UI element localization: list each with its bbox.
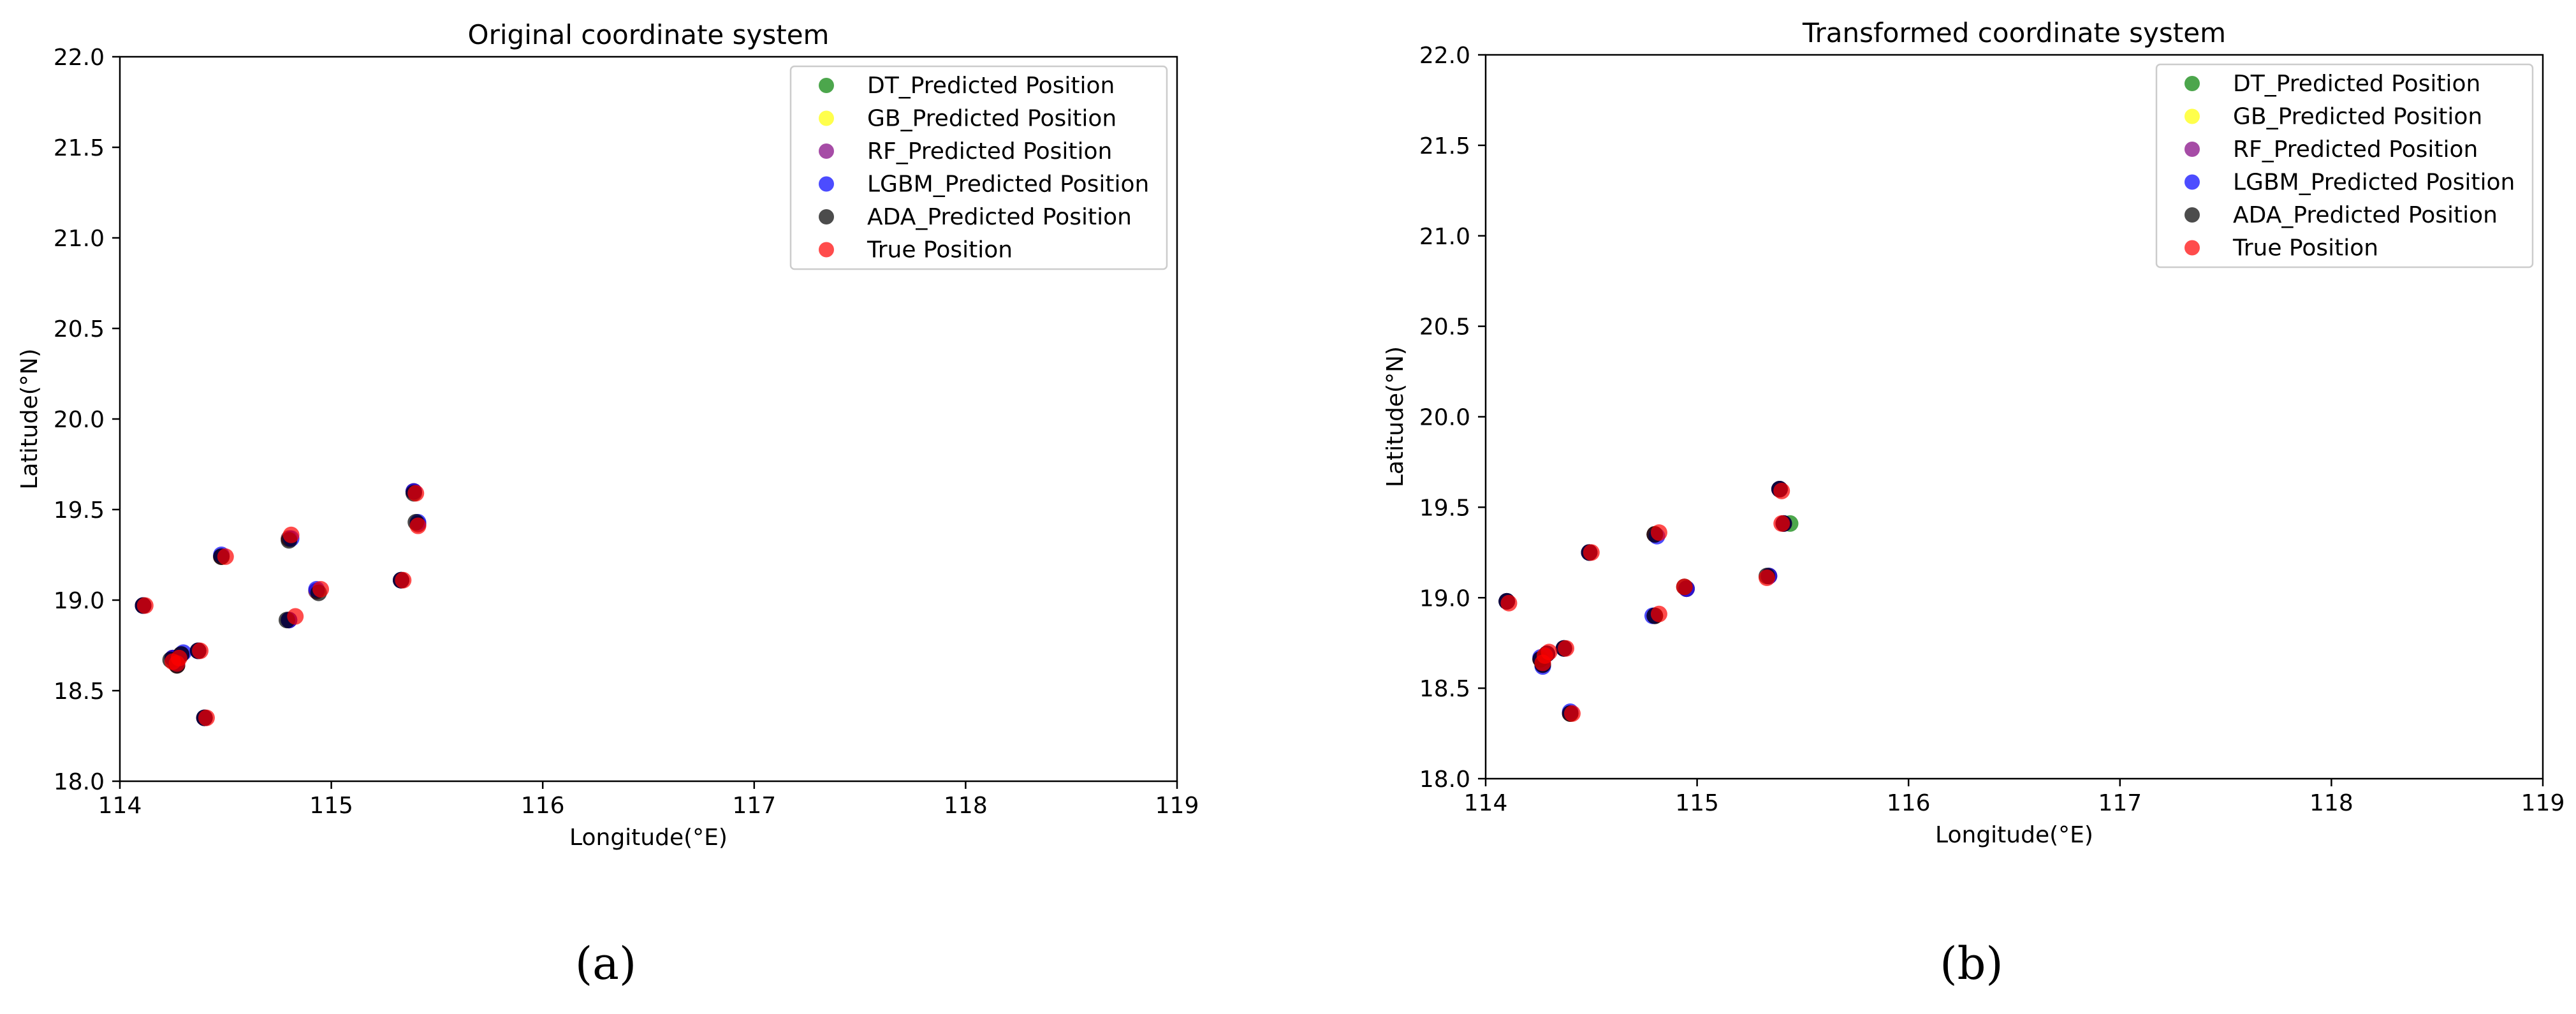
y-tick-label: 22.0 xyxy=(1419,43,1470,69)
legend-label: DT_Predicted Position xyxy=(867,73,1115,99)
chart-panel-0: 114 115 116 117 118 119 18.0 18.5 19.0 19.5 20.0 20… xyxy=(17,19,1199,990)
data-point-series-5 xyxy=(1773,482,1790,499)
data-point-series-5 xyxy=(1583,544,1600,561)
data-point-series-5 xyxy=(1650,605,1667,622)
legend-label: GB_Predicted Position xyxy=(867,106,1116,132)
legend-label: RF_Predicted Position xyxy=(2233,136,2478,163)
legend-label: True Position xyxy=(867,237,1013,263)
x-tick-label: 114 xyxy=(98,793,142,819)
x-tick-label: 118 xyxy=(2309,790,2353,816)
x-tick-label: 115 xyxy=(309,793,353,819)
legend-label: RF_Predicted Position xyxy=(867,138,1112,165)
y-tick-label: 19.0 xyxy=(54,588,105,614)
data-point-series-5 xyxy=(1500,594,1518,612)
y-tick-label: 20.5 xyxy=(54,316,105,342)
y-tick-label: 18.5 xyxy=(54,679,105,705)
data-point-series-5 xyxy=(282,526,300,543)
x-tick-label: 116 xyxy=(1887,790,1931,816)
data-point-series-5 xyxy=(198,709,215,726)
data-point-series-5 xyxy=(1534,654,1551,672)
data-points xyxy=(1498,481,1799,722)
legend-marker xyxy=(819,209,834,224)
data-point-series-5 xyxy=(1650,524,1667,541)
chart-title: Original coordinate system xyxy=(468,19,830,50)
x-tick-label: 117 xyxy=(732,793,776,819)
y-axis-title: Latitude(°N) xyxy=(1382,346,1409,487)
panel-caption: (a) xyxy=(575,937,636,990)
y-tick-label: 21.0 xyxy=(1419,224,1470,250)
y-tick-label: 18.0 xyxy=(54,769,105,795)
panel-caption: (b) xyxy=(1940,937,2003,990)
data-point-series-5 xyxy=(1773,515,1790,532)
data-point-series-5 xyxy=(192,642,209,659)
y-tick-label: 21.5 xyxy=(54,135,105,161)
x-axis-title: Longitude(°E) xyxy=(569,825,728,851)
x-tick-label: 114 xyxy=(1464,790,1508,816)
y-tick-label: 21.5 xyxy=(1419,133,1470,159)
legend-label: LGBM_Predicted Position xyxy=(2233,170,2515,196)
y-tick-label: 19.0 xyxy=(1419,585,1470,612)
legend-marker xyxy=(819,110,834,126)
legend-marker xyxy=(2184,240,2200,256)
legend-marker xyxy=(819,78,834,93)
y-tick-label: 18.0 xyxy=(1419,767,1470,793)
data-point-series-5 xyxy=(287,608,304,625)
data-points xyxy=(135,483,427,726)
x-axis-title: Longitude(°E) xyxy=(1935,822,2093,848)
legend-marker xyxy=(2184,207,2200,223)
legend-marker xyxy=(2184,174,2200,190)
x-tick-label: 115 xyxy=(1675,790,1719,816)
y-tick-label: 22.0 xyxy=(54,45,105,71)
y-tick-label: 20.0 xyxy=(54,407,105,433)
y-tick-label: 19.5 xyxy=(1419,495,1470,521)
x-tick-label: 117 xyxy=(2098,790,2142,816)
legend-marker xyxy=(2184,108,2200,124)
legend: DT_Predicted Position GB_Predicted Positi… xyxy=(789,65,1168,270)
data-point-series-5 xyxy=(395,571,412,589)
legend-label: LGBM_Predicted Position xyxy=(867,172,1149,198)
data-point-series-5 xyxy=(1676,578,1693,596)
data-point-series-5 xyxy=(164,653,181,670)
legend-box xyxy=(2155,63,2534,268)
legend-label: ADA_Predicted Position xyxy=(867,204,1132,230)
chart-panel-1: 114 115 116 117 118 119 18.0 18.5 19.0 19.5 20.0 20… xyxy=(1382,17,2565,990)
legend-marker xyxy=(819,143,834,159)
legend-label: True Position xyxy=(2232,235,2378,261)
x-tick-label: 116 xyxy=(521,793,565,819)
data-point-series-5 xyxy=(1563,705,1581,722)
data-point-series-5 xyxy=(312,580,330,598)
legend-label: DT_Predicted Position xyxy=(2233,71,2480,97)
chart-title: Transformed coordinate system xyxy=(1802,17,2226,48)
x-tick-label: 119 xyxy=(1155,793,1199,819)
y-tick-label: 20.0 xyxy=(1419,405,1470,431)
data-point-series-5 xyxy=(1759,569,1776,587)
y-tick-label: 19.5 xyxy=(54,497,105,524)
x-tick-label: 118 xyxy=(944,793,988,819)
legend: DT_Predicted Position GB_Predicted Positi… xyxy=(2155,63,2534,268)
x-tick-label: 119 xyxy=(2521,790,2565,816)
data-point-series-5 xyxy=(136,597,154,614)
y-axis-title: Latitude(°N) xyxy=(17,348,43,489)
legend-marker xyxy=(2184,142,2200,157)
data-point-series-5 xyxy=(217,548,234,565)
legend-box xyxy=(789,65,1168,270)
legend-label: GB_Predicted Position xyxy=(2233,104,2482,130)
data-point-series-5 xyxy=(407,485,425,502)
y-tick-label: 21.0 xyxy=(54,226,105,252)
data-point-series-5 xyxy=(1558,640,1575,657)
data-point-series-5 xyxy=(409,517,427,534)
legend-marker xyxy=(819,242,834,258)
y-tick-label: 18.5 xyxy=(1419,676,1470,702)
legend-label: ADA_Predicted Position xyxy=(2233,202,2498,228)
legend-marker xyxy=(819,176,834,192)
y-tick-label: 20.5 xyxy=(1419,314,1470,341)
legend-marker xyxy=(2184,76,2200,91)
